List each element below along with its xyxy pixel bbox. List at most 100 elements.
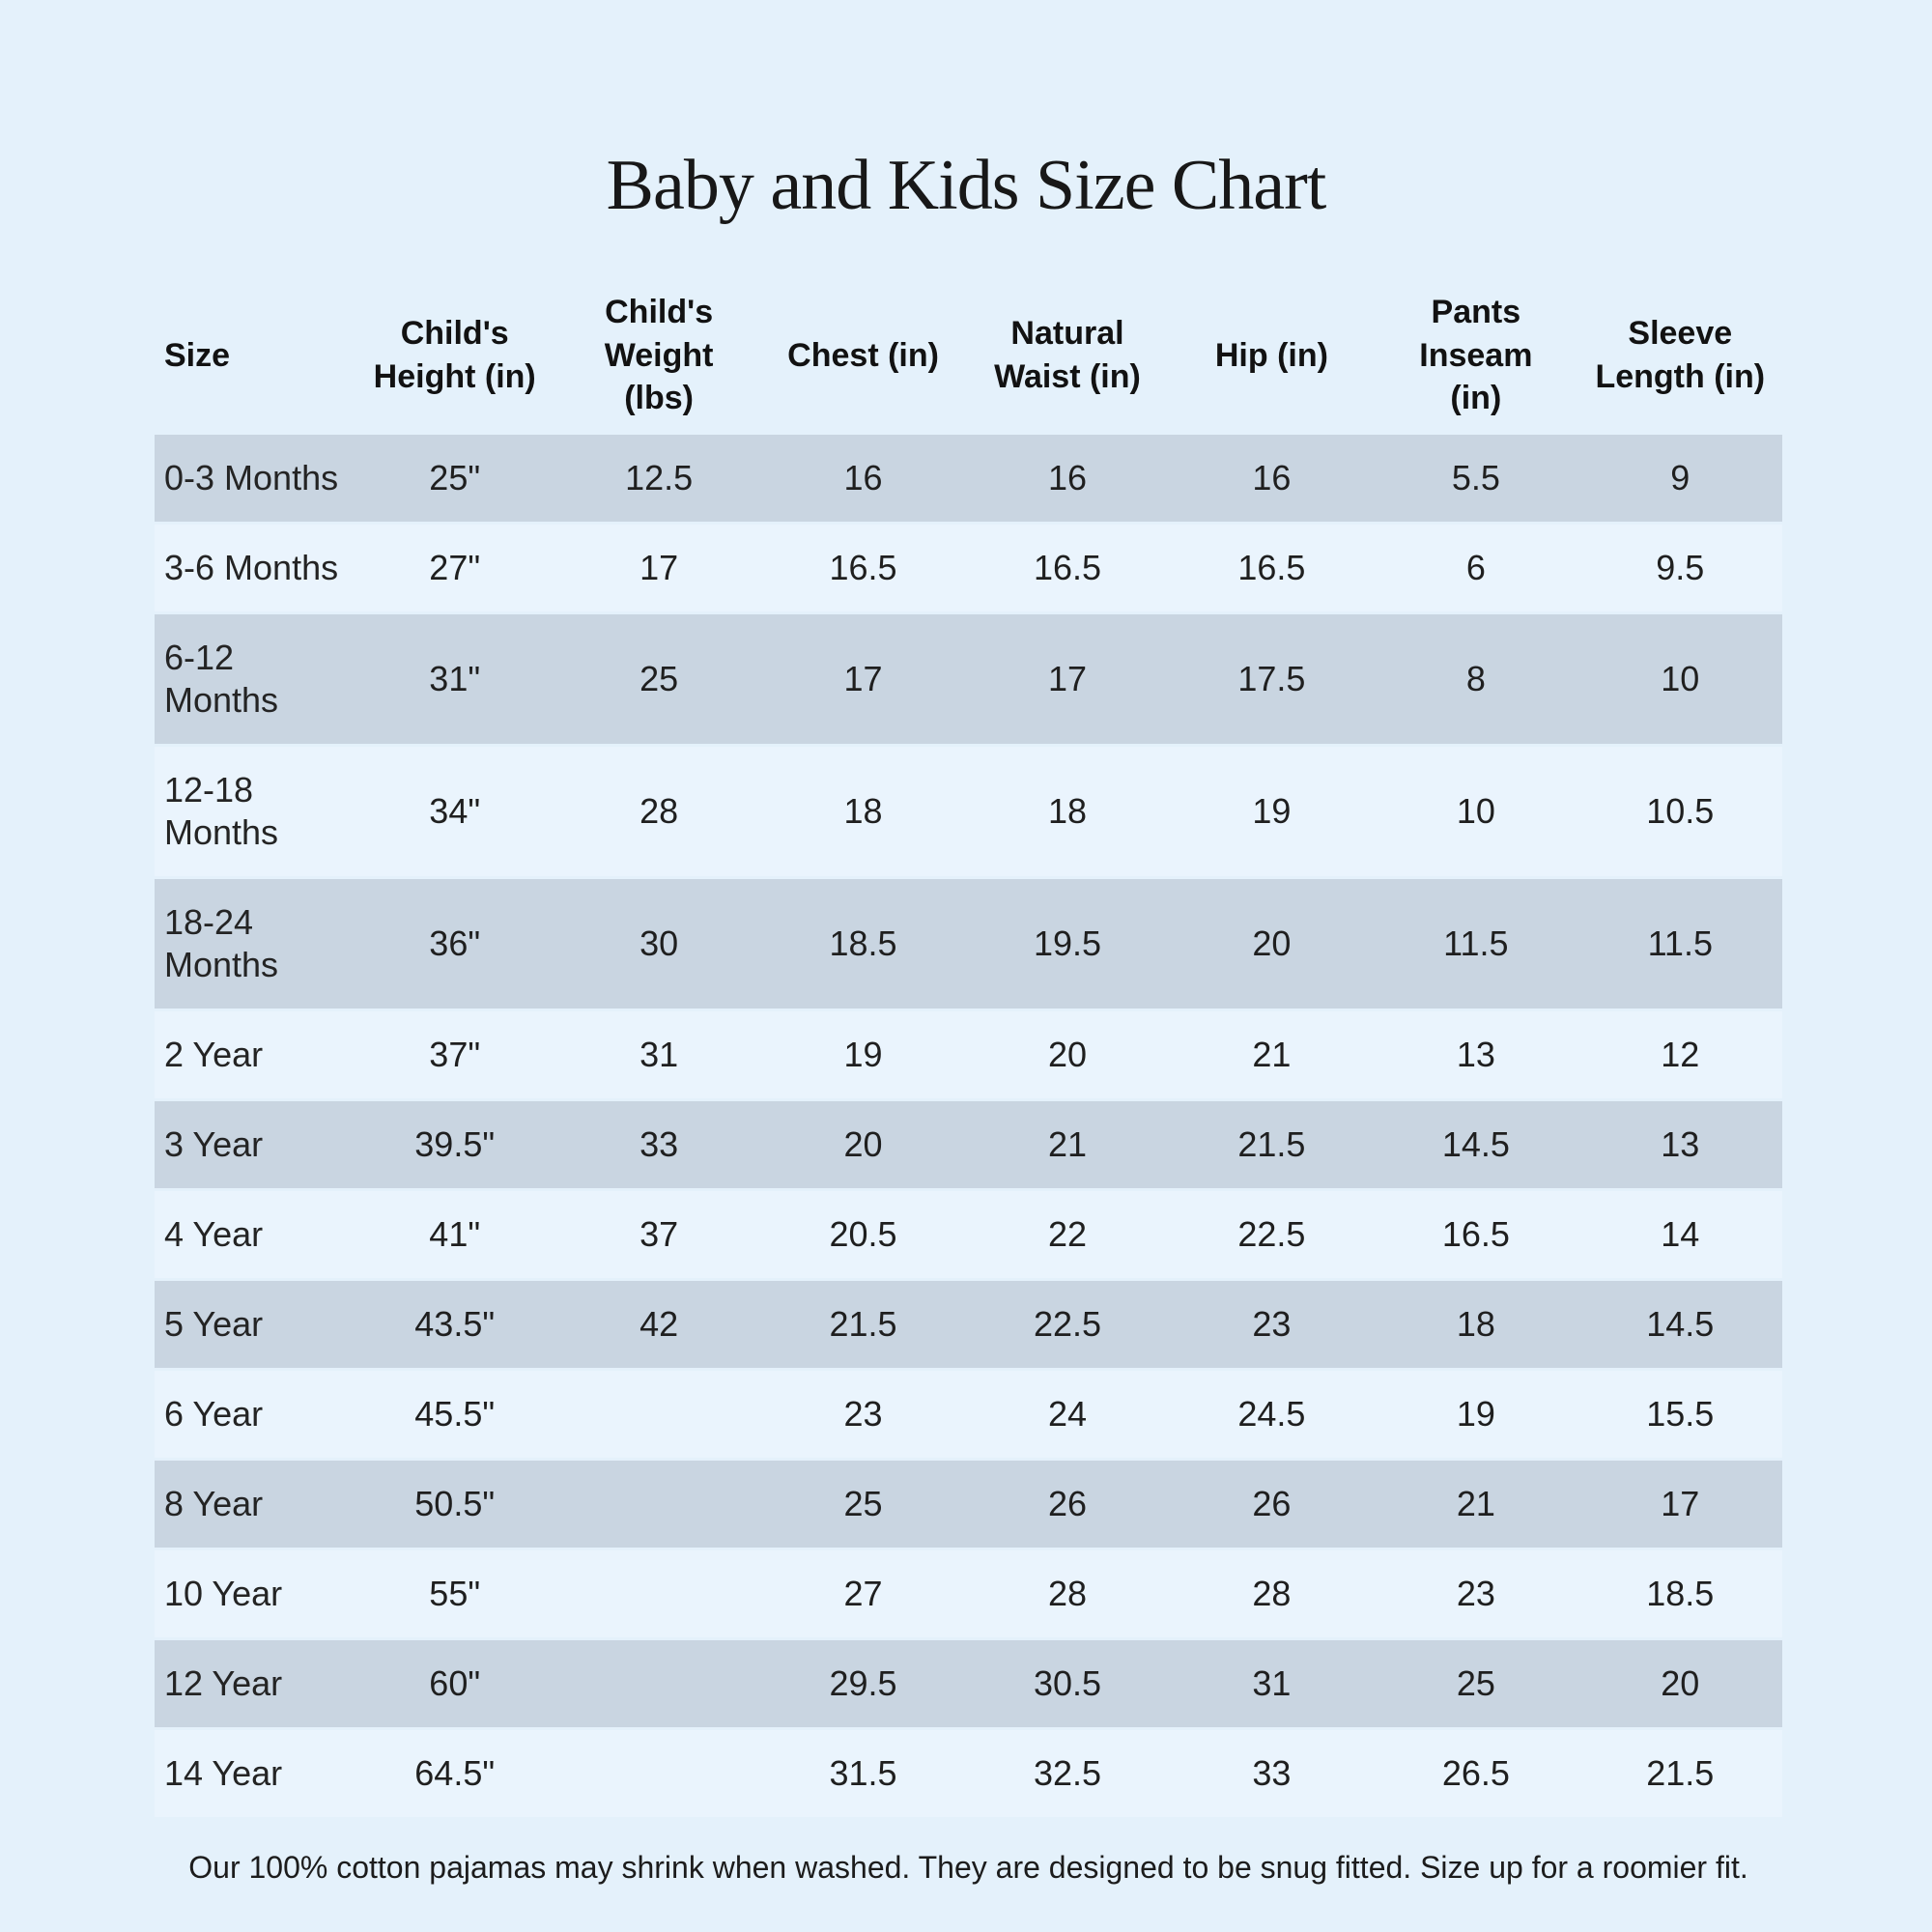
value-cell: 42 xyxy=(639,1304,679,1344)
value-cell: 22 xyxy=(1047,1214,1088,1254)
size-cell: 2 Year xyxy=(164,1035,264,1074)
table-row: 3-6 Months 27" 17 16.5 16.5 16.5 6 9.5 xyxy=(155,525,1782,611)
value-cell: 31.5 xyxy=(829,1753,897,1793)
page-title: Baby and Kids Size Chart xyxy=(606,146,1327,225)
value-cell: 19 xyxy=(843,1035,883,1074)
value-cell: 14 xyxy=(1661,1214,1700,1254)
value-cell: 21.5 xyxy=(1646,1753,1715,1793)
table-row: 6-12 Months 31" 25 17 17 17.5 8 10 xyxy=(155,614,1782,744)
value-cell: 27" xyxy=(429,548,481,587)
value-cell: 25 xyxy=(1456,1663,1495,1703)
value-cell: 13 xyxy=(1661,1124,1700,1164)
value-cell: 18.5 xyxy=(829,923,897,963)
value-cell: 25" xyxy=(429,458,481,497)
value-cell: 50.5" xyxy=(414,1484,496,1523)
table-row: 4 Year 41" 37 20.5 22 22.5 16.5 14 xyxy=(155,1191,1782,1278)
value-cell: 10.5 xyxy=(1646,791,1715,831)
size-cell: 10 Year xyxy=(164,1574,283,1613)
size-cell: 0-3 Months xyxy=(164,458,339,497)
value-cell: 16 xyxy=(1047,458,1088,497)
value-cell: 8 xyxy=(1465,659,1486,698)
value-cell: 55" xyxy=(429,1574,481,1613)
value-cell: 19.5 xyxy=(1033,923,1102,963)
value-cell: 12 xyxy=(1661,1035,1700,1074)
value-cell: 21 xyxy=(1252,1035,1292,1074)
table-row: 3 Year 39.5" 33 20 21 21.5 14.5 13 xyxy=(155,1101,1782,1188)
value-cell: 18 xyxy=(1047,791,1088,831)
value-cell: 17 xyxy=(843,659,883,698)
value-cell: 20.5 xyxy=(829,1214,897,1254)
value-cell: 20 xyxy=(1661,1663,1700,1703)
value-cell: 36" xyxy=(429,923,481,963)
value-cell: 16 xyxy=(1252,458,1292,497)
value-cell: 15.5 xyxy=(1646,1394,1715,1434)
value-cell: 18 xyxy=(1456,1304,1495,1344)
value-cell: 16.5 xyxy=(1441,1214,1510,1254)
size-cell: 12 Year xyxy=(164,1663,283,1703)
size-table: Size Child's Height (in) Child's Weight (l… xyxy=(155,282,1782,1886)
value-cell: 31 xyxy=(639,1035,679,1074)
size-cell: 5 Year xyxy=(164,1304,264,1344)
size-cell: 3-6 Months xyxy=(164,548,339,587)
value-cell: 33 xyxy=(1252,1753,1292,1793)
table-row: 14 Year 64.5" 31.5 32.5 33 26.5 21.5 xyxy=(155,1730,1782,1817)
value-cell: 16.5 xyxy=(829,548,897,587)
value-cell: 16.5 xyxy=(1237,548,1306,587)
value-cell: 25 xyxy=(843,1484,883,1523)
value-cell: 25 xyxy=(639,659,679,698)
value-cell: 45.5" xyxy=(414,1394,496,1434)
value-cell: 21 xyxy=(1047,1124,1088,1164)
value-cell: 30 xyxy=(639,923,679,963)
value-cell: 11.5 xyxy=(1647,923,1713,963)
value-cell: 24.5 xyxy=(1237,1394,1306,1434)
value-cell: 43.5" xyxy=(414,1304,496,1344)
value-cell: 20 xyxy=(1252,923,1292,963)
value-cell: 22.5 xyxy=(1033,1304,1102,1344)
value-cell: 33 xyxy=(639,1124,679,1164)
value-cell: 28 xyxy=(1252,1574,1292,1613)
value-cell: 21.5 xyxy=(829,1304,897,1344)
table-row: 10 Year 55" 27 28 28 23 18.5 xyxy=(155,1550,1782,1637)
column-header: Chest (in) xyxy=(787,336,939,374)
value-cell: 37" xyxy=(429,1035,481,1074)
value-cell: 10 xyxy=(1661,659,1700,698)
value-cell: 18.5 xyxy=(1646,1574,1715,1613)
value-cell: 37 xyxy=(639,1214,679,1254)
value-cell: 34" xyxy=(429,791,481,831)
value-cell: 39.5" xyxy=(414,1124,496,1164)
value-cell: 17.5 xyxy=(1237,659,1306,698)
size-cell: 18-24 Months xyxy=(164,902,279,984)
table-row: 12 Year 60" 29.5 30.5 31 25 20 xyxy=(155,1640,1782,1727)
value-cell: 26 xyxy=(1047,1484,1088,1523)
value-cell: 6 xyxy=(1465,548,1486,587)
size-cell: 14 Year xyxy=(164,1753,283,1793)
value-cell: 12.5 xyxy=(625,458,694,497)
table-body: 0-3 Months 25" 12.5 16 16 16 5.5 9 3-6 Months 27"… xyxy=(155,435,1782,1817)
value-cell: 29.5 xyxy=(829,1663,897,1703)
column-header: Size xyxy=(164,336,231,374)
value-cell: 23 xyxy=(843,1394,883,1434)
value-cell: 32.5 xyxy=(1033,1753,1102,1793)
size-cell: 4 Year xyxy=(164,1214,264,1254)
size-cell: 8 Year xyxy=(164,1484,264,1523)
value-cell: 17 xyxy=(1047,659,1088,698)
table-row: 5 Year 43.5" 42 21.5 22.5 23 18 14.5 xyxy=(155,1281,1782,1368)
value-cell: 22.5 xyxy=(1237,1214,1306,1254)
value-cell: 23 xyxy=(1456,1574,1495,1613)
value-cell: 19 xyxy=(1252,791,1292,831)
value-cell: 18 xyxy=(843,791,883,831)
column-header: Pants Inseam (in) xyxy=(1419,293,1533,417)
value-cell: 28 xyxy=(639,791,679,831)
column-header: Hip (in) xyxy=(1214,336,1328,374)
value-cell: 31 xyxy=(1252,1663,1292,1703)
table-header-row: Size Child's Height (in) Child's Weight (l… xyxy=(155,282,1782,429)
value-cell: 41" xyxy=(429,1214,481,1254)
value-cell: 16 xyxy=(843,458,883,497)
value-cell: 16.5 xyxy=(1033,548,1102,587)
value-cell: 21.5 xyxy=(1237,1124,1306,1164)
value-cell: 13 xyxy=(1456,1035,1495,1074)
size-cell: 6-12 Months xyxy=(164,638,279,720)
value-cell: 20 xyxy=(843,1124,883,1164)
value-cell: 26.5 xyxy=(1441,1753,1510,1793)
